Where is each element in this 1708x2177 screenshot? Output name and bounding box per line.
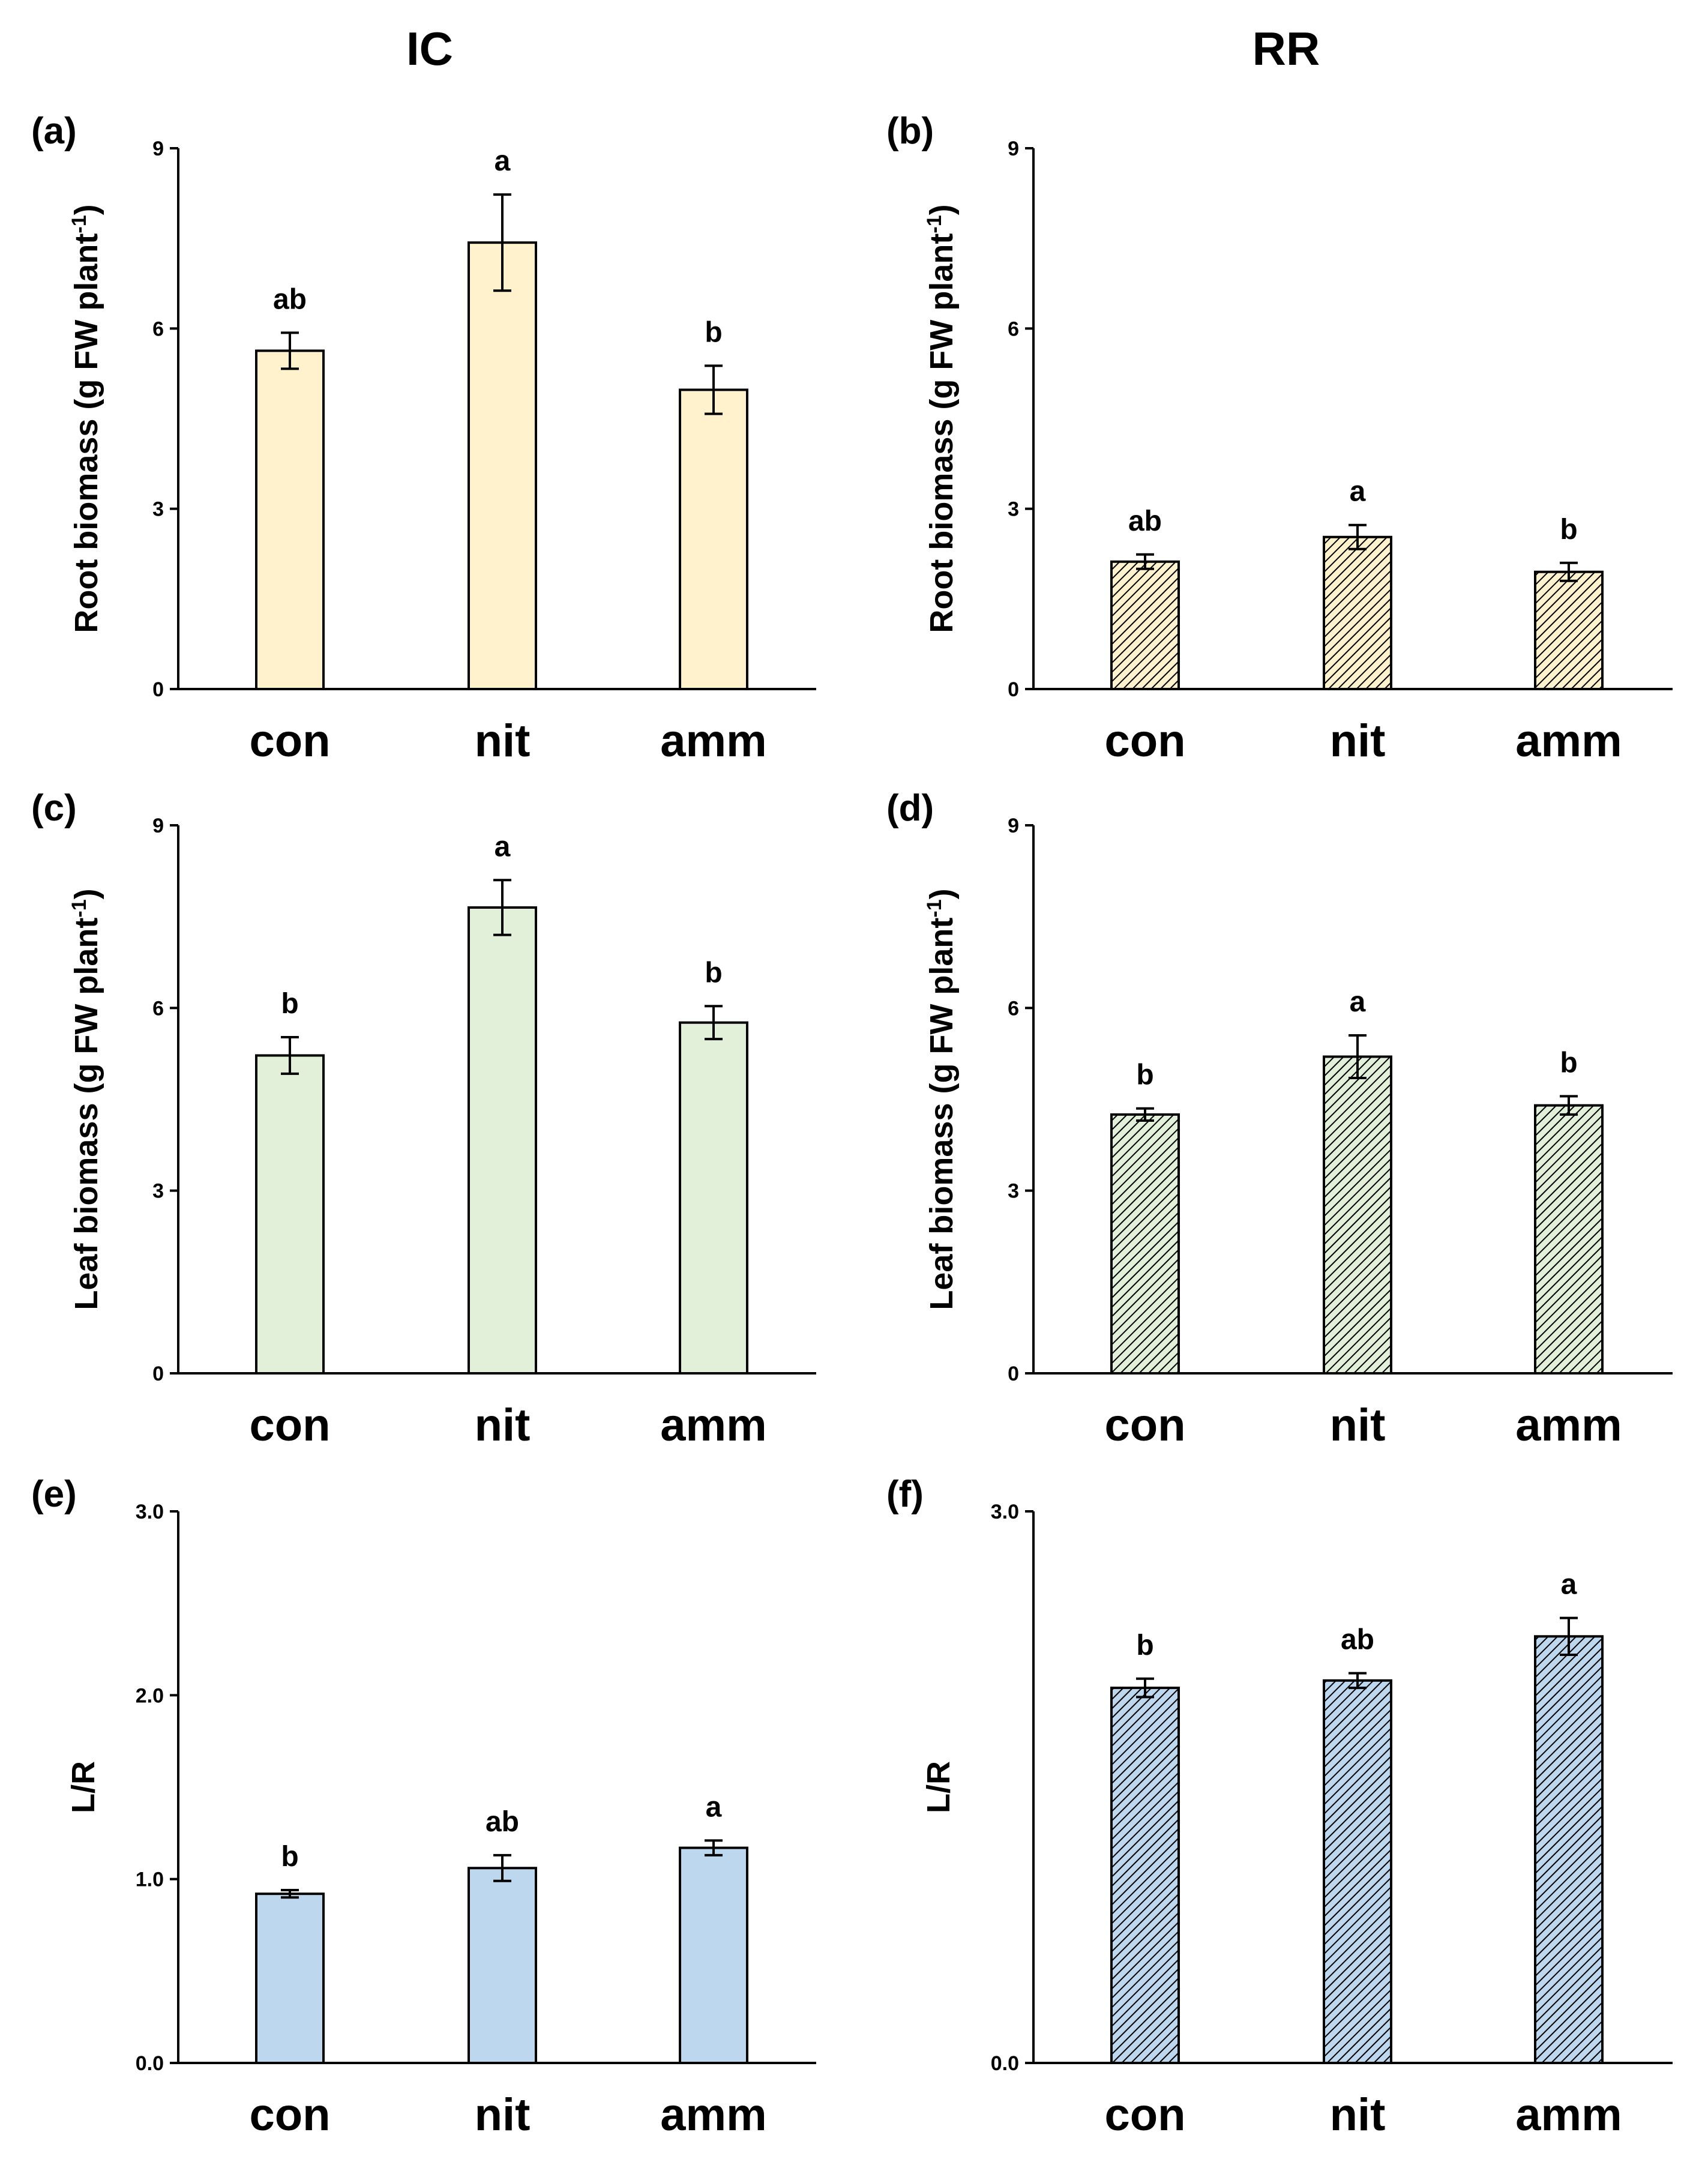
panel-a: (a)Root biomass (g FW plant-1)0369abcona… — [31, 110, 816, 766]
panel-label: (d) — [886, 787, 934, 829]
significance-letter: b — [281, 988, 298, 1020]
bar-amm — [1534, 570, 1604, 690]
y-axis-label: Leaf biomass (g FW plant-1) — [68, 888, 104, 1310]
bar-nit — [468, 906, 537, 1375]
y-tick-label: 0.0 — [991, 2052, 1019, 2075]
x-tick-label: con — [1104, 2089, 1185, 2140]
y-tick-label: 3 — [152, 498, 164, 521]
x-tick-label: con — [249, 715, 330, 766]
bar-amm — [1534, 1635, 1604, 2064]
panel-label: (f) — [886, 1474, 924, 1515]
y-tick-label: 3.0 — [136, 1501, 164, 1523]
bar-nit — [468, 1867, 537, 2064]
bar-amm — [1534, 1104, 1604, 1375]
panel-label: (c) — [31, 787, 77, 829]
significance-letter: a — [495, 145, 511, 177]
x-tick-label: con — [1104, 715, 1185, 766]
y-axis-label: L/R — [65, 1761, 101, 1813]
x-tick-label: amm — [660, 2089, 766, 2140]
significance-letter: a — [1350, 986, 1366, 1018]
y-axis-label: Root biomass (g FW plant-1) — [923, 204, 960, 633]
x-tick-label: amm — [1515, 715, 1622, 766]
significance-letter: b — [1136, 1059, 1153, 1091]
x-tick-label: amm — [1515, 2089, 1622, 2140]
bar-amm — [679, 388, 748, 690]
significance-letter: b — [281, 1841, 298, 1873]
x-tick-label: con — [249, 1400, 330, 1451]
x-tick-label: nit — [1330, 715, 1386, 766]
significance-letter: ab — [273, 283, 307, 315]
y-tick-label: 6 — [1008, 318, 1019, 340]
bar-nit — [1323, 1055, 1392, 1375]
bar-con — [255, 349, 325, 690]
bar-nit — [1323, 535, 1392, 690]
bar-nit — [468, 241, 537, 690]
y-tick-label: 0.0 — [136, 2052, 164, 2075]
x-tick-label: nit — [1330, 1400, 1386, 1451]
panel-f: (f) L/R 0.0 3.0 b con ab nit a amm — [886, 1474, 1673, 2140]
panel-label: (b) — [886, 110, 934, 152]
panel-label: (e) — [31, 1474, 77, 1515]
x-tick-label: nit — [1330, 2089, 1386, 2140]
x-tick-label: con — [249, 2089, 330, 2140]
panel-d: (d) Leaf biomass (g FW plant-1) 0 3 6 9 b con a n… — [886, 787, 1673, 1451]
y-tick-label: 3 — [1008, 1180, 1019, 1203]
x-tick-label: nit — [475, 715, 531, 766]
panel-label: (a) — [31, 110, 77, 152]
x-tick-label: amm — [1515, 1400, 1622, 1451]
bar-con — [1110, 1113, 1180, 1375]
bar-con — [255, 1054, 325, 1375]
x-tick-label: amm — [660, 1400, 766, 1451]
bar-con — [1110, 560, 1180, 691]
bar-amm — [679, 1021, 748, 1375]
significance-letter: b — [1560, 1047, 1577, 1079]
significance-letter: a — [495, 831, 511, 863]
x-tick-label: nit — [475, 1400, 531, 1451]
y-tick-label: 0 — [1008, 678, 1019, 701]
x-tick-label: nit — [475, 2089, 531, 2140]
y-tick-label: 3 — [1008, 498, 1019, 521]
x-tick-label: con — [1104, 1400, 1185, 1451]
y-tick-label: 0 — [1008, 1363, 1019, 1385]
y-tick-label: 9 — [1008, 814, 1019, 837]
y-tick-label: 6 — [1008, 997, 1019, 1020]
significance-letter: b — [1136, 1630, 1153, 1661]
y-tick-label: 3.0 — [991, 1501, 1019, 1523]
significance-letter: ab — [1128, 505, 1162, 537]
significance-letter: a — [1350, 476, 1366, 508]
column-title-ic: IC — [406, 22, 453, 75]
y-tick-label: 9 — [152, 814, 164, 837]
significance-letter: b — [705, 957, 722, 989]
panels: (a)Root biomass (g FW plant-1)0369abcona… — [31, 110, 1673, 2140]
y-axis-label: Leaf biomass (g FW plant-1) — [923, 888, 960, 1310]
y-tick-label: 1.0 — [136, 1868, 164, 1891]
x-tick-label: amm — [660, 715, 766, 766]
bar-amm — [679, 1846, 748, 2065]
bar-con — [255, 1892, 325, 2064]
significance-letter: b — [1560, 514, 1577, 546]
significance-letter: ab — [486, 1806, 519, 1838]
y-tick-label: 2.0 — [136, 1684, 164, 1707]
y-axis-label: L/R — [921, 1761, 957, 1813]
panel-e: (e) L/R 0.0 1.0 2.0 3.0 b con ab nit a amm — [31, 1474, 816, 2140]
column-title-rr: RR — [1252, 22, 1320, 75]
y-tick-label: 6 — [152, 997, 164, 1020]
significance-letter: ab — [1341, 1624, 1374, 1656]
significance-letter: a — [1561, 1569, 1577, 1601]
panel-b: (b)Root biomass (g FW plant-1)0369abcona… — [886, 110, 1673, 766]
bar-nit — [1323, 1679, 1392, 2064]
y-tick-label: 9 — [1008, 137, 1019, 160]
y-tick-label: 0 — [152, 678, 164, 701]
significance-letter: b — [705, 316, 722, 348]
y-axis-label: Root biomass (g FW plant-1) — [68, 204, 104, 633]
y-tick-label: 3 — [152, 1180, 164, 1203]
significance-letter: a — [706, 1791, 722, 1823]
panel-c: (c) Leaf biomass (g FW plant-1) 0 3 6 9 b con a n… — [31, 787, 816, 1451]
bar-con — [1110, 1687, 1180, 2065]
y-tick-label: 0 — [152, 1363, 164, 1385]
y-tick-label: 6 — [152, 318, 164, 340]
y-tick-label: 9 — [152, 137, 164, 160]
